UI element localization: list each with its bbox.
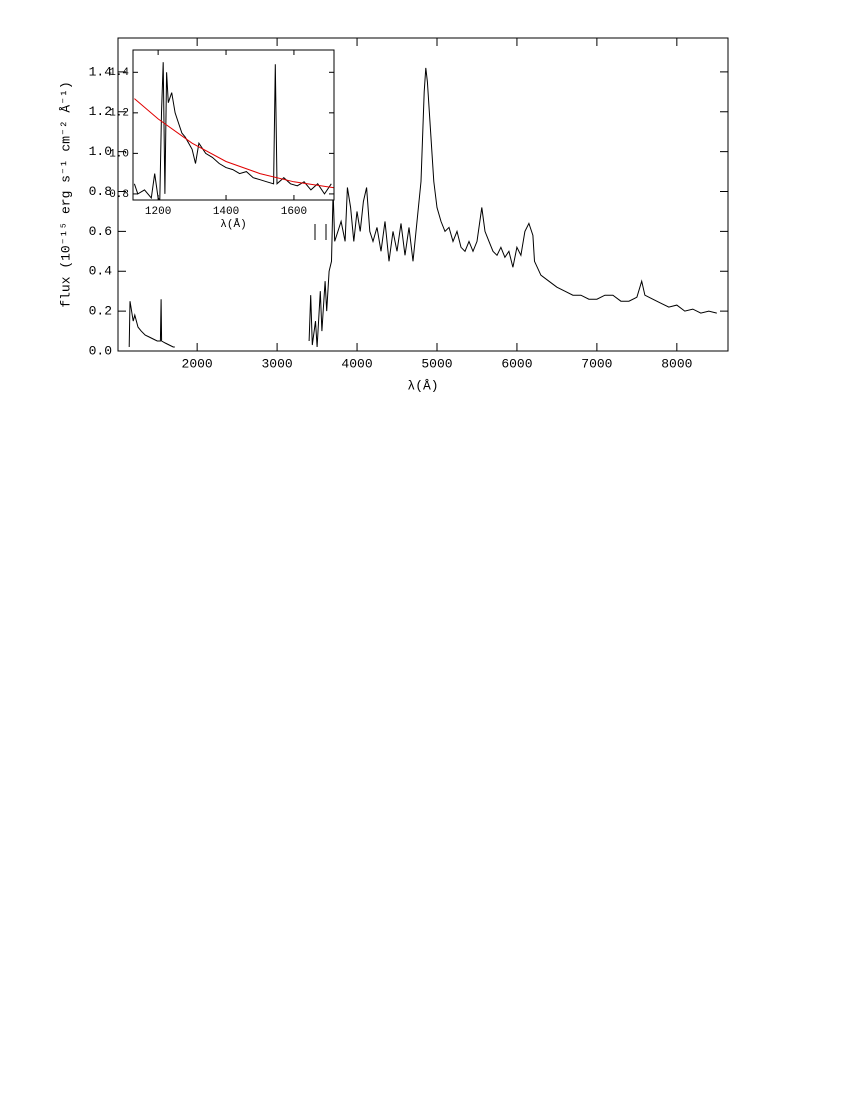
y-tick-label: 0.4 bbox=[89, 264, 113, 279]
x-tick-label: 2000 bbox=[182, 356, 213, 371]
spectrum-line bbox=[128, 67, 717, 348]
spectrum-line bbox=[134, 98, 334, 189]
y-tick-label: 0.0 bbox=[89, 343, 112, 358]
x-tick-label: 7000 bbox=[581, 356, 612, 371]
frame bbox=[117, 37, 729, 352]
chart: 1200 1400 1600 0.8 1.0 1.2 1.4 λ(Å) bbox=[109, 49, 335, 231]
y-tick-label: 1.0 bbox=[109, 148, 129, 160]
x-tick-label: 1400 bbox=[213, 206, 239, 218]
x-tick-label: 6000 bbox=[501, 356, 532, 371]
chart: 2000 3000 4000 5000 6000 7000 8000 0.0 0.2 0.4 0.6… bbox=[58, 37, 729, 393]
y-tick-label: 1.2 bbox=[89, 104, 112, 119]
x-axis-label: λ(Å) bbox=[407, 378, 438, 393]
y-tick-label: 1.2 bbox=[109, 108, 129, 120]
y-tick-label: 0.8 bbox=[109, 189, 129, 201]
x-tick-label: 1600 bbox=[281, 206, 307, 218]
y-tick-label: 1.4 bbox=[109, 67, 129, 79]
y-tick-label: 0.6 bbox=[89, 224, 112, 239]
y-tick-label: 1.4 bbox=[89, 64, 113, 79]
x-tick-label: 4000 bbox=[341, 356, 372, 371]
x-tick-label: 8000 bbox=[661, 356, 692, 371]
x-tick-label: 1200 bbox=[145, 206, 171, 218]
y-tick-label: 1.0 bbox=[89, 144, 112, 159]
frame bbox=[132, 49, 335, 201]
x-tick-label: 5000 bbox=[421, 356, 452, 371]
x-tick-label: 3000 bbox=[261, 356, 292, 371]
x-axis-label: λ(Å) bbox=[220, 218, 246, 231]
y-tick-label: 0.2 bbox=[89, 304, 112, 319]
y-tick-label: 0.8 bbox=[89, 184, 112, 199]
y-axis-label: flux (10⁻¹⁵ erg s⁻¹ cm⁻² Å⁻¹) bbox=[58, 81, 73, 307]
